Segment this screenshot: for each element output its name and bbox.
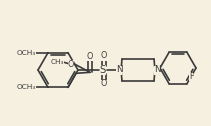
Text: CH₃: CH₃	[50, 59, 64, 65]
Text: O: O	[68, 60, 74, 69]
Text: N: N	[154, 66, 160, 74]
Text: O: O	[87, 52, 93, 61]
Text: OCH₃: OCH₃	[16, 50, 36, 56]
Text: S: S	[100, 65, 106, 75]
Text: F: F	[189, 72, 193, 81]
Text: O: O	[101, 52, 107, 60]
Text: OCH₃: OCH₃	[16, 84, 36, 90]
Text: O: O	[101, 80, 107, 88]
Text: N: N	[116, 66, 122, 74]
